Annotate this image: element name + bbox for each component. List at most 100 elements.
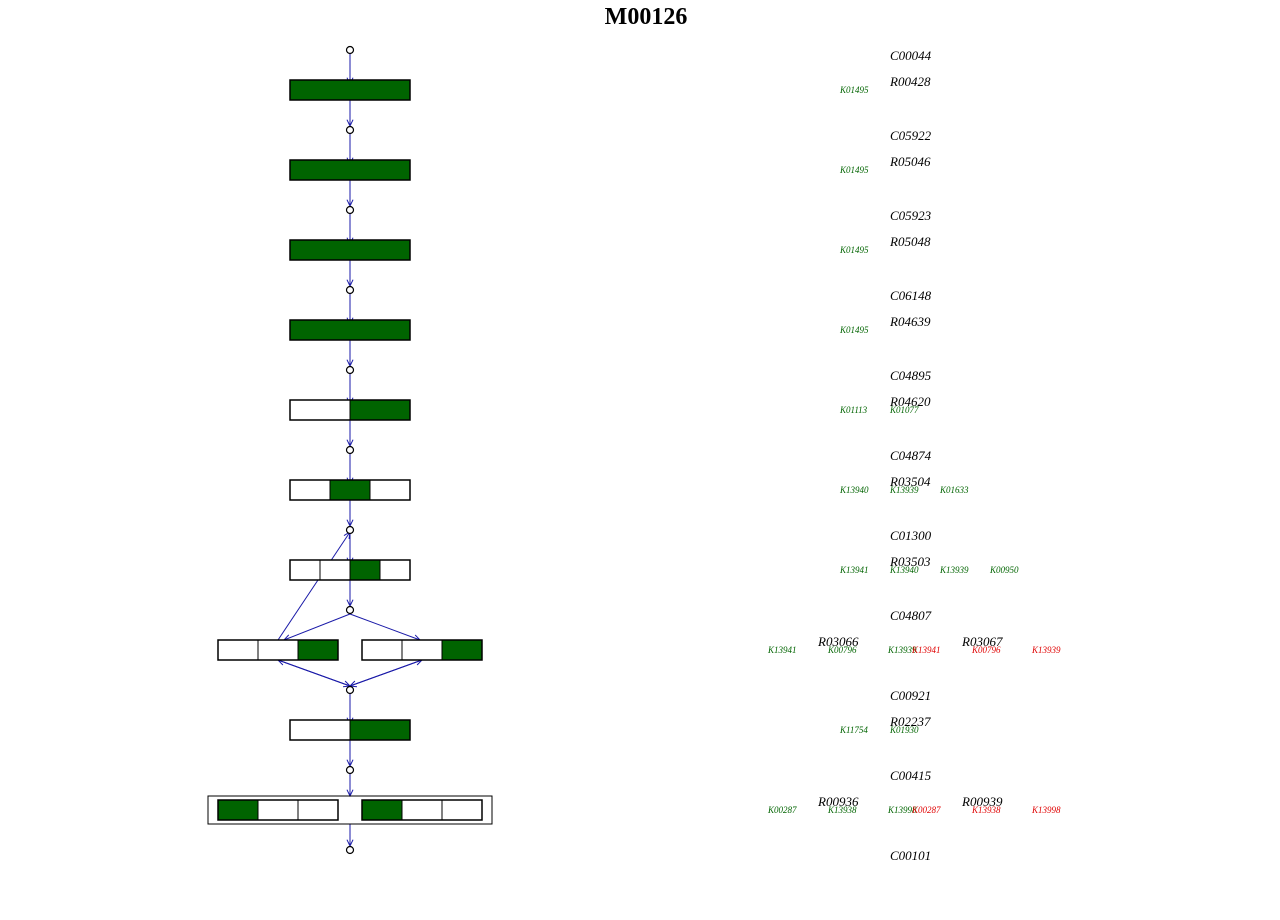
reaction-label: R05046 — [889, 154, 931, 169]
ko-label: K13939 — [939, 565, 969, 575]
step-box-right — [361, 799, 483, 821]
reaction-label: R05048 — [889, 234, 931, 249]
ko-label: K01495 — [839, 245, 869, 255]
reaction-label: R03503 — [889, 554, 931, 569]
ko-label: K13939 — [1031, 645, 1061, 655]
ko-cell-present — [349, 399, 411, 421]
compound-node — [345, 205, 355, 215]
reaction-label: R03067 — [961, 634, 1003, 649]
step-box-outline — [289, 319, 411, 341]
reaction-label: R00939 — [961, 794, 1003, 809]
ko-cell-absent — [289, 399, 351, 421]
ko-cell-absent — [369, 479, 411, 501]
compound-label: C05923 — [890, 208, 932, 223]
ko-label: K01930 — [889, 725, 919, 735]
ko-label: K11754 — [839, 725, 868, 735]
ko-label: K13939 — [889, 485, 919, 495]
step-box-outline — [361, 639, 483, 661]
step-box — [289, 479, 411, 501]
ko-label: K13941 — [839, 565, 869, 575]
ko-label: K01633 — [939, 485, 969, 495]
compound-node — [345, 45, 355, 55]
reaction-label: R04620 — [889, 394, 931, 409]
ko-label: K13940 — [889, 565, 919, 575]
ko-cell-absent — [257, 799, 299, 821]
ko-cell-absent — [379, 559, 411, 581]
compound-node — [345, 765, 355, 775]
ko-cell-absent — [217, 639, 259, 661]
step-box-left — [217, 799, 339, 821]
compound-node — [345, 605, 355, 615]
ko-cell-present — [289, 239, 411, 261]
ko-cell-present — [297, 639, 339, 661]
complex-enclosure — [207, 795, 493, 825]
ko-label: K13940 — [839, 485, 869, 495]
reaction-label: R00936 — [817, 794, 859, 809]
ko-label: K13938 — [827, 805, 857, 815]
step-boxes — [207, 79, 493, 825]
ko-label: K13938 — [971, 805, 1001, 815]
ko-cell-absent — [289, 559, 321, 581]
pathway-edge — [277, 531, 351, 641]
pathway-edge — [349, 659, 423, 687]
ko-cell-present — [361, 799, 403, 821]
ko-label: K00287 — [767, 805, 797, 815]
step-box-outline — [289, 399, 411, 421]
compound-label: C00101 — [890, 848, 931, 863]
compound-label: C00044 — [890, 48, 932, 63]
reaction-label: R02237 — [889, 714, 931, 729]
pathway-labels: C00044 C05922 C05923 C06148 C04895 C04874 C013… — [767, 48, 1061, 863]
pathway-edge — [283, 613, 351, 641]
step-box-outline — [361, 799, 483, 821]
compound-nodes — [345, 45, 355, 855]
ko-cell-present — [217, 799, 259, 821]
compound-label: C01300 — [890, 528, 932, 543]
step-box-outline — [217, 799, 339, 821]
step-box — [289, 719, 411, 741]
ko-cell-absent — [319, 559, 351, 581]
ko-label: K00287 — [911, 805, 941, 815]
step-box — [289, 79, 411, 101]
ko-label: K01495 — [839, 325, 869, 335]
ko-cell-absent — [401, 639, 443, 661]
step-box-outline — [289, 719, 411, 741]
compound-label: C00415 — [890, 768, 932, 783]
compound-label: C05922 — [890, 128, 932, 143]
ko-cell-absent — [401, 799, 443, 821]
ko-label: K13939 — [887, 645, 917, 655]
ko-cell-absent — [289, 719, 351, 741]
compound-node — [345, 685, 355, 695]
step-box-outline — [217, 639, 339, 661]
ko-label: K01077 — [889, 405, 919, 415]
ko-cell-present — [289, 159, 411, 181]
ko-label: K01495 — [839, 165, 869, 175]
compound-node — [345, 525, 355, 535]
step-box-outline — [289, 559, 411, 581]
compound-node — [345, 125, 355, 135]
pathway-edge — [277, 659, 351, 687]
compound-node — [345, 365, 355, 375]
ko-label: K00796 — [827, 645, 857, 655]
ko-cell-present — [289, 319, 411, 341]
ko-cell-present — [441, 639, 483, 661]
ko-label: K13941 — [911, 645, 941, 655]
step-box-left — [217, 639, 339, 661]
ko-label: K01495 — [839, 85, 869, 95]
compound-label: C04895 — [890, 368, 932, 383]
pathway-edge — [349, 613, 421, 641]
compound-node — [345, 845, 355, 855]
ko-cell-present — [349, 559, 381, 581]
ko-cell-present — [289, 79, 411, 101]
module-title: M00126 — [605, 4, 688, 30]
step-box-right — [361, 639, 483, 661]
ko-cell-absent — [441, 799, 483, 821]
step-box-outline — [289, 479, 411, 501]
ko-label: K00796 — [971, 645, 1001, 655]
pathway-edges — [276, 54, 424, 848]
step-box-outline — [289, 79, 411, 101]
compound-node — [345, 445, 355, 455]
ko-cell-absent — [297, 799, 339, 821]
reaction-label: R03066 — [817, 634, 859, 649]
reaction-label: R03504 — [889, 474, 931, 489]
